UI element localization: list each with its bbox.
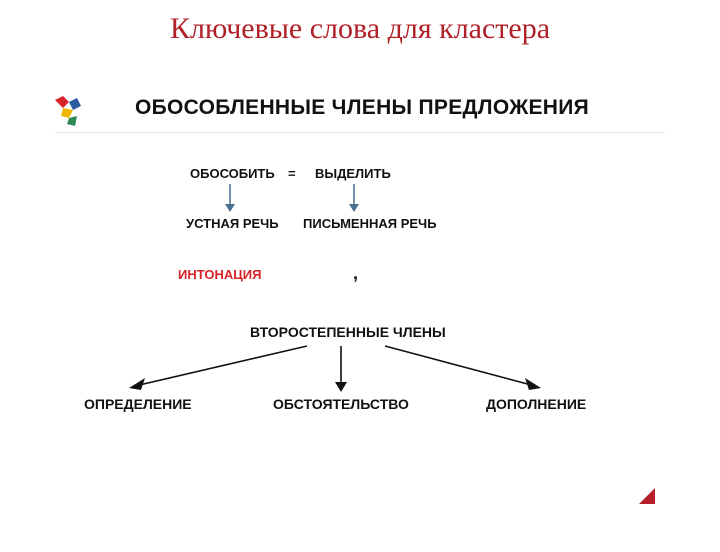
label-pismennaya: ПИСЬМЕННАЯ РЕЧЬ — [303, 216, 437, 231]
label-ustnaya: УСТНАЯ РЕЧЬ — [186, 216, 279, 231]
diagram-slide: ОБОСОБЛЕННЫЕ ЧЛЕНЫ ПРЕДЛОЖЕНИЯ ОБОСОБИТЬ… — [55, 90, 665, 510]
label-dopolnenie: ДОПОЛНЕНИЕ — [486, 396, 586, 412]
label-vydelit: ВЫДЕЛИТЬ — [315, 166, 391, 181]
divider — [55, 132, 665, 133]
logo-icon — [55, 96, 83, 128]
branch-arrows — [95, 342, 575, 402]
label-equals: = — [288, 166, 296, 181]
corner-marker-icon — [639, 488, 655, 504]
label-intonation: ИНТОНАЦИЯ — [178, 267, 261, 282]
label-vtorostepennye: ВТОРОСТЕПЕННЫЕ ЧЛЕНЫ — [250, 324, 446, 340]
page-title: Ключевые слова для кластера — [0, 12, 720, 46]
label-obosobit: ОБОСОБИТЬ — [190, 166, 275, 181]
arrow-icon — [223, 184, 237, 214]
label-obstoyatelstvo: ОБСТОЯТЕЛЬСТВО — [273, 396, 409, 412]
label-opredelenie: ОПРЕДЕЛЕНИЕ — [84, 396, 192, 412]
main-heading: ОБОСОБЛЕННЫЕ ЧЛЕНЫ ПРЕДЛОЖЕНИЯ — [135, 96, 589, 120]
arrow-icon — [347, 184, 361, 214]
label-comma: , — [353, 263, 358, 284]
